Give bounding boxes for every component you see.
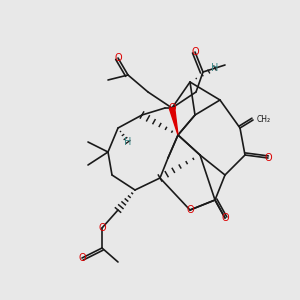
Text: O: O [114,53,122,63]
Polygon shape [169,107,178,135]
Text: O: O [186,205,194,215]
Text: O: O [264,153,272,163]
Text: H: H [211,63,219,73]
Text: O: O [98,223,106,233]
Text: O: O [191,47,199,57]
Text: O: O [221,213,229,223]
Text: O: O [168,103,176,113]
Text: H: H [124,137,132,147]
Text: CH₂: CH₂ [256,116,271,124]
Text: O: O [78,253,86,263]
